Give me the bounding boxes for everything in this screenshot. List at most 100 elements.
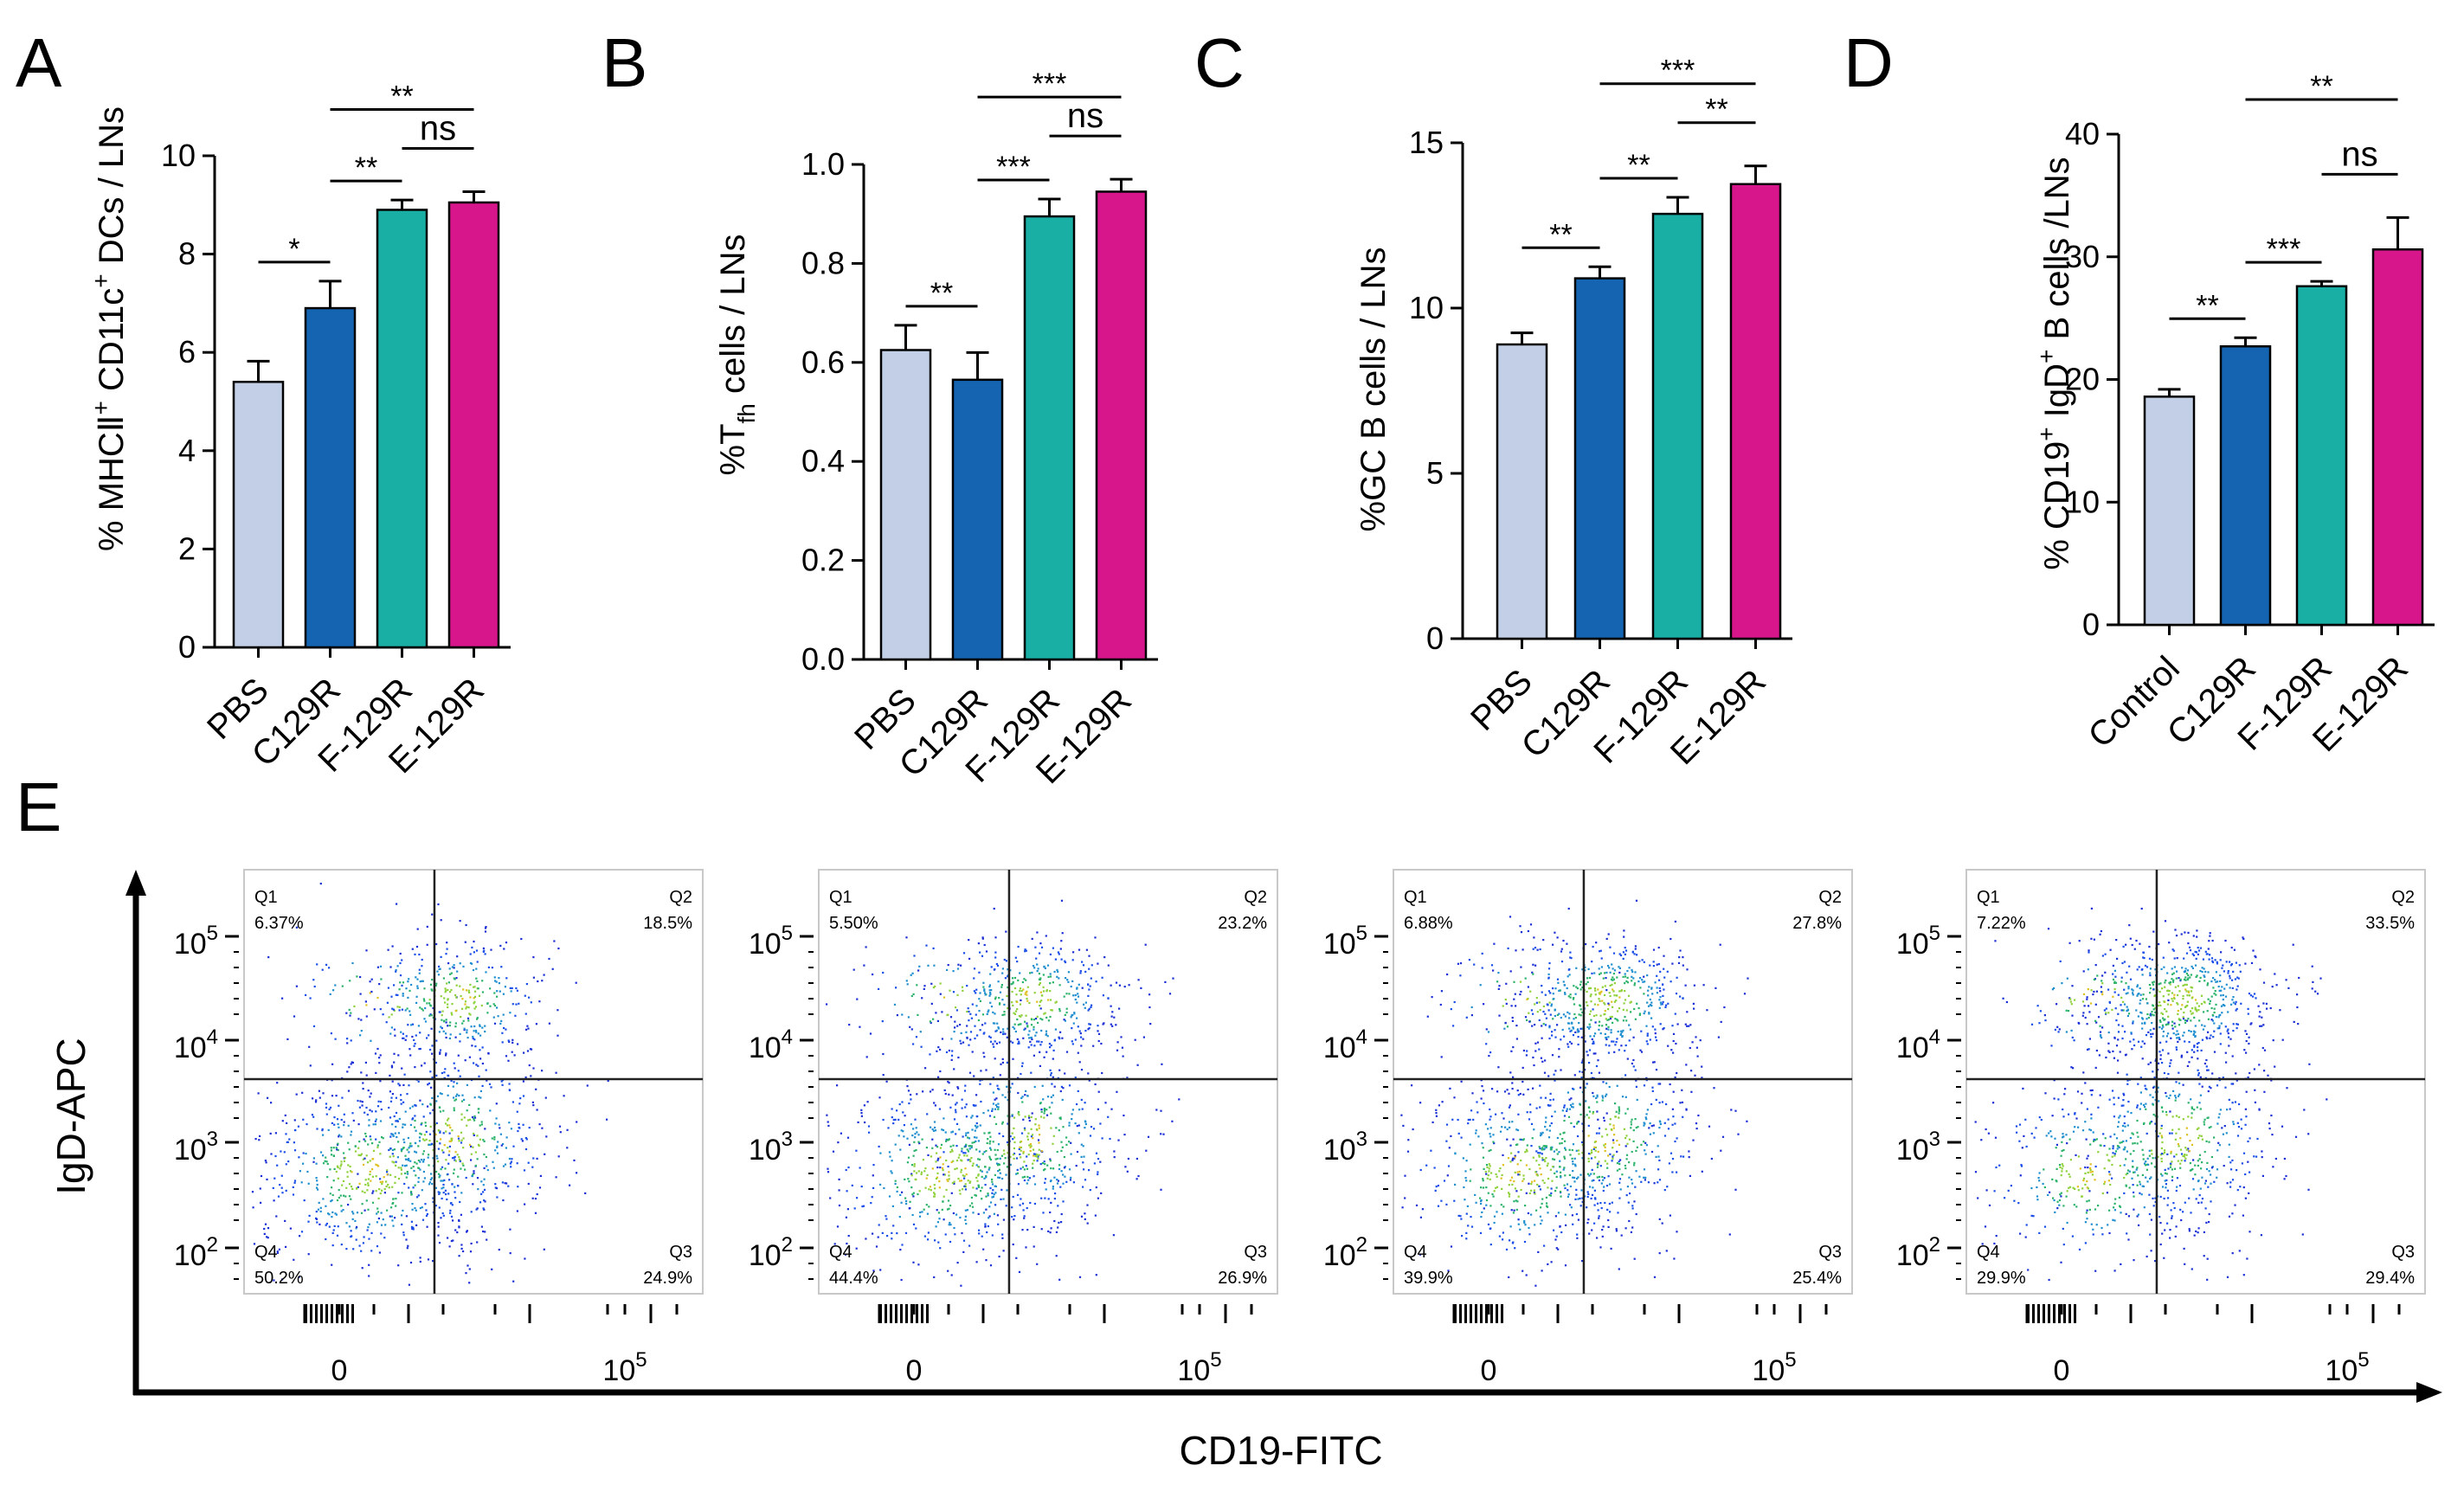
event-dot [985, 1208, 988, 1211]
event-dot [914, 1118, 917, 1121]
event-dot [1492, 1195, 1495, 1198]
event-dot [1082, 964, 1085, 967]
event-dot [946, 1179, 949, 1181]
event-dot [1605, 971, 1608, 974]
event-dot [1571, 1105, 1573, 1109]
event-dot [912, 993, 915, 995]
event-dot [293, 1149, 297, 1152]
event-dot [1040, 1110, 1043, 1113]
event-dot [388, 1148, 390, 1152]
event-dot [472, 1146, 474, 1148]
event-dot [448, 1150, 451, 1153]
event-dot [1050, 1180, 1052, 1182]
event-dot [961, 1098, 963, 1101]
event-dot [375, 1190, 377, 1192]
event-dot [1539, 1188, 1541, 1191]
event-dot [1033, 1045, 1036, 1047]
event-dot [1552, 987, 1554, 990]
event-dot [1078, 1276, 1082, 1278]
event-dot [986, 1012, 988, 1015]
event-dot [346, 1070, 349, 1073]
quadrant-percent: 39.9% [1404, 1269, 1453, 1288]
event-dot [324, 1160, 326, 1162]
event-dot [1489, 1115, 1492, 1118]
event-dot [1113, 1016, 1116, 1019]
event-dot [1611, 983, 1613, 986]
event-dot [1087, 994, 1090, 997]
event-dot [1065, 977, 1067, 980]
event-dot [1050, 1096, 1052, 1098]
event-dot [414, 1161, 416, 1164]
event-dot [428, 1034, 430, 1037]
event-dot [411, 1035, 414, 1038]
event-dot [1605, 1038, 1608, 1041]
event-dot [900, 1129, 903, 1132]
event-dot [827, 1167, 829, 1170]
event-dot [960, 1032, 962, 1034]
event-dot [331, 1095, 334, 1097]
event-dot [992, 1022, 995, 1025]
event-dot [1401, 1206, 1404, 1209]
event-dot [303, 1199, 306, 1202]
event-dot [364, 1140, 367, 1142]
event-dot [969, 1012, 972, 1015]
event-dot [974, 1025, 976, 1027]
event-dot [1094, 1214, 1097, 1217]
event-dot [2130, 1032, 2133, 1034]
event-dot [1044, 967, 1046, 969]
event-dot [516, 1162, 518, 1165]
event-dot [1092, 1128, 1096, 1130]
event-dot [1567, 975, 1569, 978]
event-dot [964, 1215, 967, 1218]
event-dot [1005, 1173, 1007, 1176]
event-dot [557, 947, 560, 950]
event-dot [1577, 1218, 1579, 1221]
event-dot [1608, 992, 1611, 994]
event-dot [347, 1164, 350, 1167]
y-tick-label: 102 [1323, 1233, 1367, 1272]
event-dot [1483, 1102, 1485, 1105]
event-dot [423, 1000, 426, 1002]
event-dot [1643, 1012, 1645, 1015]
event-dot [345, 1222, 348, 1225]
event-dot [397, 1054, 400, 1057]
event-dot [1517, 1151, 1520, 1154]
event-dot [380, 978, 383, 980]
event-dot [982, 1032, 985, 1035]
event-dot [482, 950, 485, 953]
event-dot [1580, 1061, 1583, 1064]
event-dot [987, 1138, 989, 1141]
event-dot [1607, 1025, 1610, 1028]
event-dot [496, 990, 499, 993]
event-dot [343, 1121, 345, 1123]
event-dot [363, 1236, 365, 1238]
event-dot [984, 1184, 987, 1186]
y-tick-label: 103 [749, 1128, 793, 1167]
event-dot [1651, 1090, 1654, 1092]
event-dot [1517, 1218, 1520, 1221]
event-dot [1652, 1124, 1655, 1127]
event-dot [414, 1150, 416, 1153]
event-dot [1026, 1167, 1029, 1170]
event-dot [1061, 1146, 1064, 1148]
event-dot [912, 1192, 915, 1194]
event-dot [1586, 1004, 1589, 1006]
event-dot [391, 1007, 394, 1010]
event-dot [1605, 937, 1608, 940]
event-dot [1575, 1193, 1578, 1196]
event-dot [1598, 1217, 1600, 1219]
event-dot [1574, 1165, 1577, 1167]
event-dot [470, 1145, 473, 1148]
event-dot [919, 1031, 922, 1033]
event-dot [997, 1164, 1000, 1167]
event-dot [997, 1176, 1000, 1179]
event-dot [1058, 977, 1060, 980]
event-dot [316, 1221, 318, 1224]
y-axis-title-d: % CD19+ IgD+ B cells /LNs [2033, 157, 2076, 569]
event-dot [1042, 974, 1045, 976]
event-dot [1502, 1231, 1504, 1234]
event-dot [852, 968, 855, 971]
event-dot [507, 1059, 510, 1062]
event-dot [307, 1220, 310, 1223]
event-dot [1628, 967, 1631, 969]
